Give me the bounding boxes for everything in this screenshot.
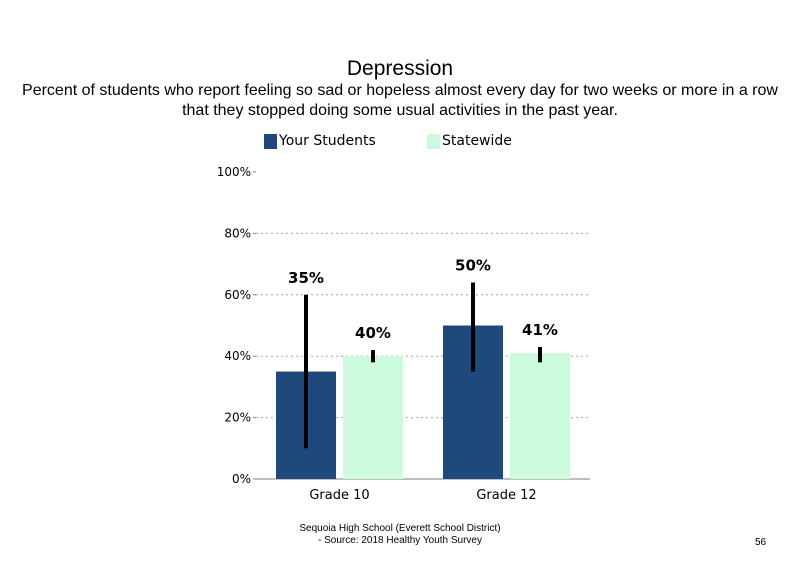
y-tick-label: 0% — [232, 472, 251, 486]
y-tick-label: 40% — [224, 349, 251, 363]
legend: Your Students Statewide — [0, 133, 800, 153]
x-tick-label: Grade 10 — [309, 488, 369, 503]
legend-item-your-students: Your Students — [264, 133, 376, 149]
data-label: 40% — [355, 324, 391, 342]
legend-label-your-students: Your Students — [279, 133, 376, 149]
bar — [510, 353, 570, 479]
footer-school: Sequoia High School (Everett School Dist… — [299, 523, 501, 534]
y-tick-label: 80% — [224, 226, 251, 240]
footer-source: - Source: 2018 Healthy Youth Survey — [318, 535, 482, 546]
bar — [343, 356, 403, 479]
legend-swatch-statewide — [427, 133, 440, 149]
footer: Sequoia High School (Everett School Dist… — [250, 523, 550, 547]
data-label: 41% — [522, 321, 558, 339]
x-tick-label: Grade 12 — [476, 488, 536, 503]
legend-item-statewide: Statewide — [427, 133, 512, 149]
y-tick-label: 100% — [217, 165, 251, 179]
chart-title: Depression — [346, 57, 454, 80]
legend-swatch-your-students — [264, 133, 277, 149]
chart-subtitle: Percent of students who report feeling s… — [22, 82, 778, 119]
data-label: 50% — [455, 257, 491, 275]
page-number: 56 — [755, 537, 767, 548]
y-tick-label: 60% — [224, 288, 251, 302]
data-label: 35% — [288, 269, 324, 287]
legend-label-statewide: Statewide — [442, 133, 512, 149]
y-tick-label: 20% — [224, 411, 251, 425]
